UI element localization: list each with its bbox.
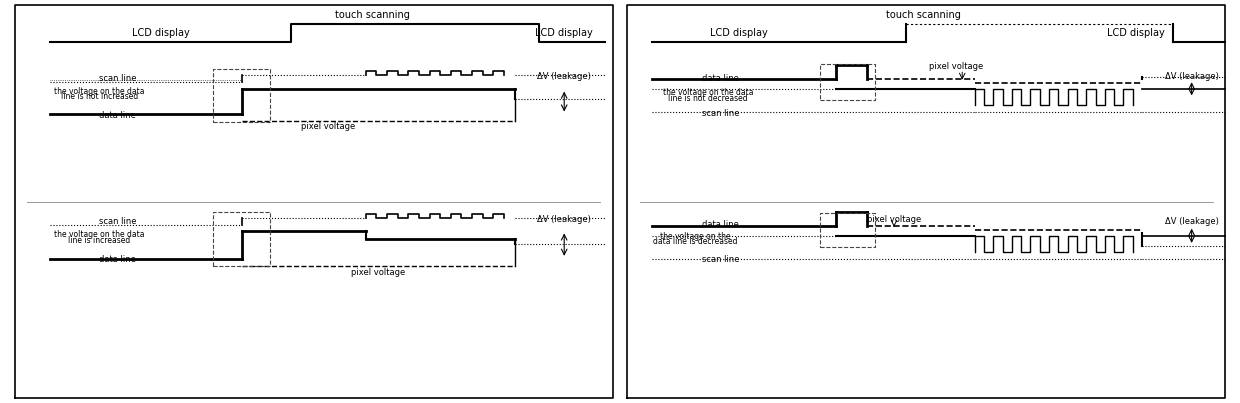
Text: pixel voltage: pixel voltage (351, 268, 405, 277)
Text: the voltage on the data: the voltage on the data (55, 87, 144, 96)
Text: line is not decreased: line is not decreased (668, 94, 748, 103)
Text: LCD display: LCD display (133, 29, 190, 38)
Text: data line: data line (702, 220, 739, 229)
Text: ΔV (leakage): ΔV (leakage) (1164, 217, 1219, 226)
Text: pixel voltage: pixel voltage (301, 122, 356, 131)
Text: pixel voltage: pixel voltage (929, 62, 983, 71)
Text: scan line: scan line (702, 109, 739, 118)
Text: the voltage on the data: the voltage on the data (55, 230, 144, 239)
Text: touch scanning: touch scanning (335, 10, 409, 20)
Text: scan line: scan line (99, 217, 136, 226)
Text: ΔV (leakage): ΔV (leakage) (537, 72, 591, 81)
Text: data line: data line (99, 256, 136, 264)
Text: scan line: scan line (702, 255, 739, 264)
Text: the voltage on the data: the voltage on the data (663, 88, 753, 97)
Text: ΔV (leakage): ΔV (leakage) (537, 215, 591, 224)
Text: line is not increased: line is not increased (61, 92, 138, 101)
Text: LCD display: LCD display (711, 29, 768, 38)
Text: the voltage on the: the voltage on the (661, 232, 730, 241)
Text: data line: data line (99, 111, 136, 120)
Text: data line: data line (702, 74, 739, 83)
Text: line is increased: line is increased (68, 236, 130, 245)
Text: touch scanning: touch scanning (887, 10, 961, 20)
Text: data line is decreased: data line is decreased (653, 237, 738, 246)
Text: pixel voltage: pixel voltage (867, 215, 921, 224)
Text: scan line: scan line (99, 74, 136, 83)
Text: ΔV (leakage): ΔV (leakage) (1164, 72, 1219, 81)
Text: LCD display: LCD display (536, 29, 593, 38)
Text: LCD display: LCD display (1107, 29, 1164, 38)
